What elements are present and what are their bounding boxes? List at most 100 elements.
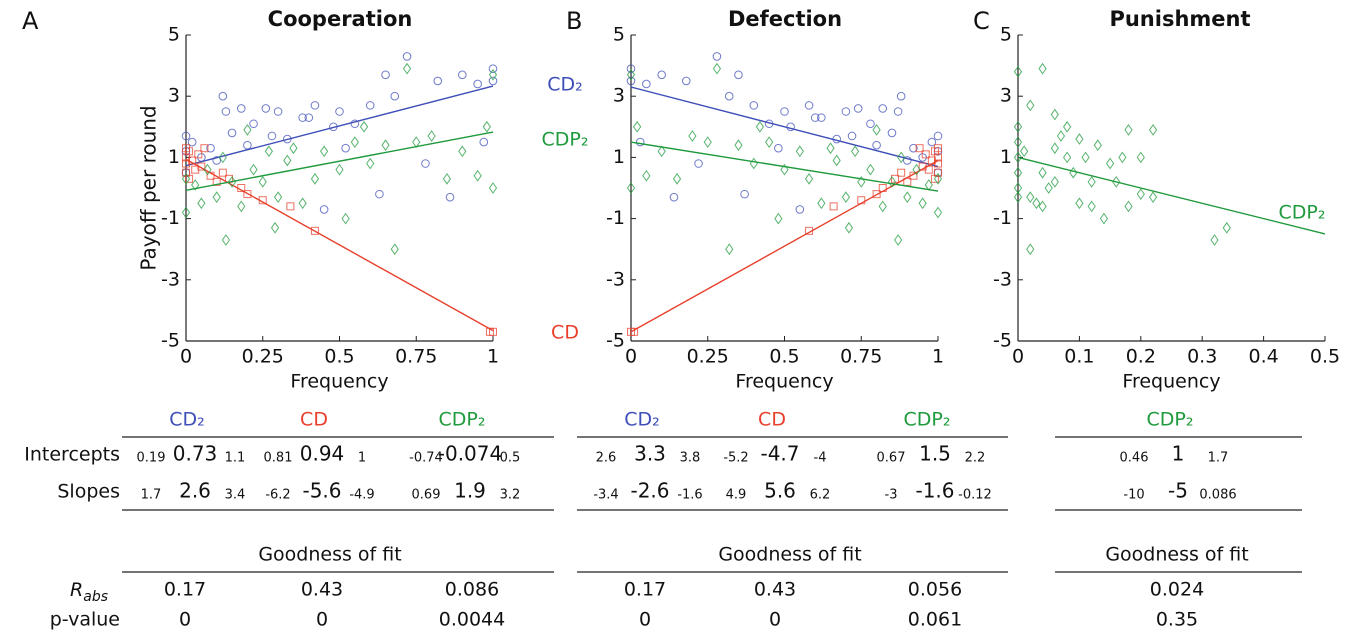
point (872, 123, 881, 136)
point (421, 159, 430, 168)
point (1044, 182, 1053, 194)
point (433, 76, 443, 86)
point (1013, 191, 1023, 204)
x-tick-label: 0 (625, 346, 637, 368)
fit-value: 0 (769, 609, 781, 631)
point (1081, 151, 1090, 164)
point (218, 151, 227, 164)
fit-value: 0.17 (164, 579, 206, 601)
point (212, 191, 221, 204)
point (903, 156, 912, 165)
x-tick-label: 0.25 (242, 346, 284, 368)
point (479, 137, 489, 147)
point (829, 202, 838, 211)
point (896, 91, 906, 101)
table-cell: 0.5 (500, 451, 521, 466)
point (366, 157, 375, 170)
x-tick-label: 0.4 (1248, 346, 1278, 368)
table-cell: -0.074 (438, 442, 502, 466)
point (473, 169, 482, 182)
fit-label: Rabs (70, 579, 108, 606)
y-tick-label: 3 (1000, 85, 1012, 107)
point (298, 113, 307, 122)
table-cell: 1.1 (225, 451, 246, 466)
point (933, 131, 943, 141)
table-cell: 1 (358, 451, 366, 466)
table-cell: 0.69 (412, 488, 441, 503)
point (897, 151, 906, 164)
table-cell: -1.6 (677, 488, 702, 503)
point (826, 142, 835, 155)
point (261, 104, 271, 113)
point (688, 130, 697, 142)
point (488, 64, 498, 73)
table-cell: 1.7 (1208, 451, 1229, 466)
y-tick-label: 5 (613, 24, 625, 46)
x-axis-label: Frequency (735, 371, 833, 393)
point (488, 182, 498, 194)
y-tick-label: 3 (168, 85, 180, 107)
point (887, 128, 897, 138)
fit-line (185, 158, 494, 332)
point (181, 206, 191, 219)
table-cell: -0.74 (409, 451, 443, 466)
point (200, 144, 209, 153)
table-cell: 1.9 (454, 479, 486, 503)
point (1026, 243, 1035, 256)
point (893, 107, 903, 116)
point (442, 172, 452, 185)
point (903, 191, 912, 204)
y-tick-label: -1 (606, 207, 625, 229)
point (350, 119, 360, 129)
point (237, 200, 246, 213)
x-tick-label: 0.75 (840, 346, 882, 368)
fit-title: Goodness of fit (258, 544, 401, 566)
point (221, 107, 231, 116)
point (227, 128, 237, 138)
fit-value: 0.43 (754, 579, 796, 601)
point (795, 205, 805, 214)
fit-line (1017, 156, 1326, 235)
point (933, 172, 943, 185)
point (878, 104, 888, 113)
point (893, 234, 903, 246)
point (1222, 221, 1231, 234)
x-tick-label: 0.2 (1126, 346, 1156, 368)
table-cell: 1.5 (919, 442, 951, 466)
point (1026, 99, 1035, 112)
y-axis-label: Payoff per round (137, 105, 161, 270)
point (197, 197, 206, 210)
point (283, 154, 292, 167)
fit-value: 0.17 (624, 579, 666, 601)
point (1013, 65, 1023, 78)
point (927, 137, 937, 147)
y-tick-label: 1 (613, 146, 625, 168)
table-cell: 1 (1172, 442, 1185, 466)
point (804, 101, 814, 110)
table-cell: 2.2 (965, 451, 986, 466)
point (212, 156, 221, 165)
point (657, 70, 667, 80)
x-tick-label: 0 (1012, 346, 1024, 368)
point (1118, 151, 1127, 164)
table-cell: 0.73 (173, 442, 218, 466)
y-tick-label: 1 (168, 146, 180, 168)
fit-label-sub: abs (83, 589, 108, 605)
point (402, 52, 412, 61)
point (473, 79, 482, 89)
point (375, 189, 384, 199)
point (1038, 200, 1047, 213)
fit-value: 0.43 (301, 579, 343, 601)
x-tick-label: 0.5 (324, 346, 354, 368)
point (897, 168, 906, 177)
point (866, 163, 875, 176)
point (203, 163, 212, 176)
point (1026, 191, 1035, 204)
fit-value: 0.024 (1150, 579, 1204, 601)
series-label: CD (551, 322, 579, 344)
y-tick-label: 3 (613, 85, 625, 107)
point (187, 137, 197, 147)
point (1124, 200, 1133, 213)
point (755, 120, 765, 133)
point (804, 172, 814, 185)
